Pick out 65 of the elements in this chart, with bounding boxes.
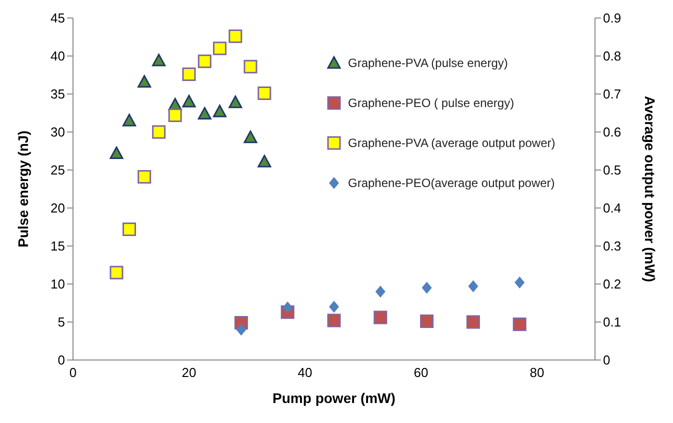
x-axis-title: Pump power (mW) [272, 390, 396, 406]
y-tick-label: 40 [50, 48, 65, 64]
y2-axis-title: Average output power (mW) [642, 96, 658, 282]
point [212, 104, 226, 118]
legend-label: Graphene-PEO(average output power) [348, 176, 555, 190]
point [228, 96, 242, 108]
y-tick-label: 30 [50, 124, 65, 140]
point [228, 29, 242, 43]
x-tick-label: 80 [530, 365, 544, 380]
legend-label: Graphene-PVA (average output power) [348, 136, 556, 150]
legend-label: Graphene-PEO ( pulse energy) [348, 96, 514, 110]
x-tick-label: 0 [69, 365, 77, 380]
point [420, 314, 434, 328]
y-tick-label: 25 [50, 162, 65, 178]
point [258, 154, 272, 168]
point [110, 266, 124, 280]
point [512, 318, 526, 332]
y2-tick-label: 0.3 [603, 238, 622, 254]
x-tick-label: 20 [182, 365, 196, 380]
point [375, 286, 386, 298]
point [258, 86, 272, 100]
y-tick-label: 15 [50, 238, 65, 254]
point [198, 107, 212, 120]
point [282, 302, 293, 314]
point [182, 94, 196, 108]
point [422, 282, 432, 294]
y-axis-title: Pulse energy (nJ) [14, 130, 31, 248]
point [374, 310, 388, 324]
x-tick-label: 40 [298, 365, 312, 380]
point [138, 170, 152, 184]
y-tick-label: 10 [50, 276, 65, 292]
y2-tick-label: 0.9 [603, 10, 622, 26]
point [236, 324, 246, 336]
point [212, 42, 226, 56]
point [466, 315, 480, 329]
point [198, 54, 212, 68]
y-tick-label: 45 [50, 10, 65, 26]
y-tick-label: 35 [50, 86, 65, 102]
point [244, 130, 258, 144]
point [182, 67, 196, 81]
point [327, 314, 341, 328]
y2-tick-label: 0.8 [603, 48, 622, 64]
legend-label: Graphene-PVA (pulse energy) [348, 56, 508, 70]
point [329, 300, 339, 313]
point [514, 276, 525, 288]
y-tick-label: 0 [58, 352, 65, 368]
y2-tick-label: 0.5 [603, 162, 622, 178]
y2-tick-label: 0 [603, 352, 610, 368]
point [122, 114, 136, 126]
point [122, 222, 136, 236]
y-tick-label: 5 [58, 314, 65, 330]
point [138, 75, 152, 88]
x-tick-label: 60 [414, 365, 428, 380]
point [168, 108, 182, 122]
y-tick-label: 20 [50, 200, 65, 216]
y2-tick-label: 0.6 [603, 124, 622, 140]
point [110, 146, 124, 160]
point [244, 60, 258, 74]
point [152, 54, 166, 66]
point [152, 125, 166, 139]
y2-tick-label: 0.2 [603, 276, 622, 292]
point [468, 280, 478, 292]
y2-tick-label: 0.1 [603, 314, 622, 330]
y2-tick-label: 0.4 [603, 200, 622, 216]
y2-tick-label: 0.7 [603, 86, 622, 102]
